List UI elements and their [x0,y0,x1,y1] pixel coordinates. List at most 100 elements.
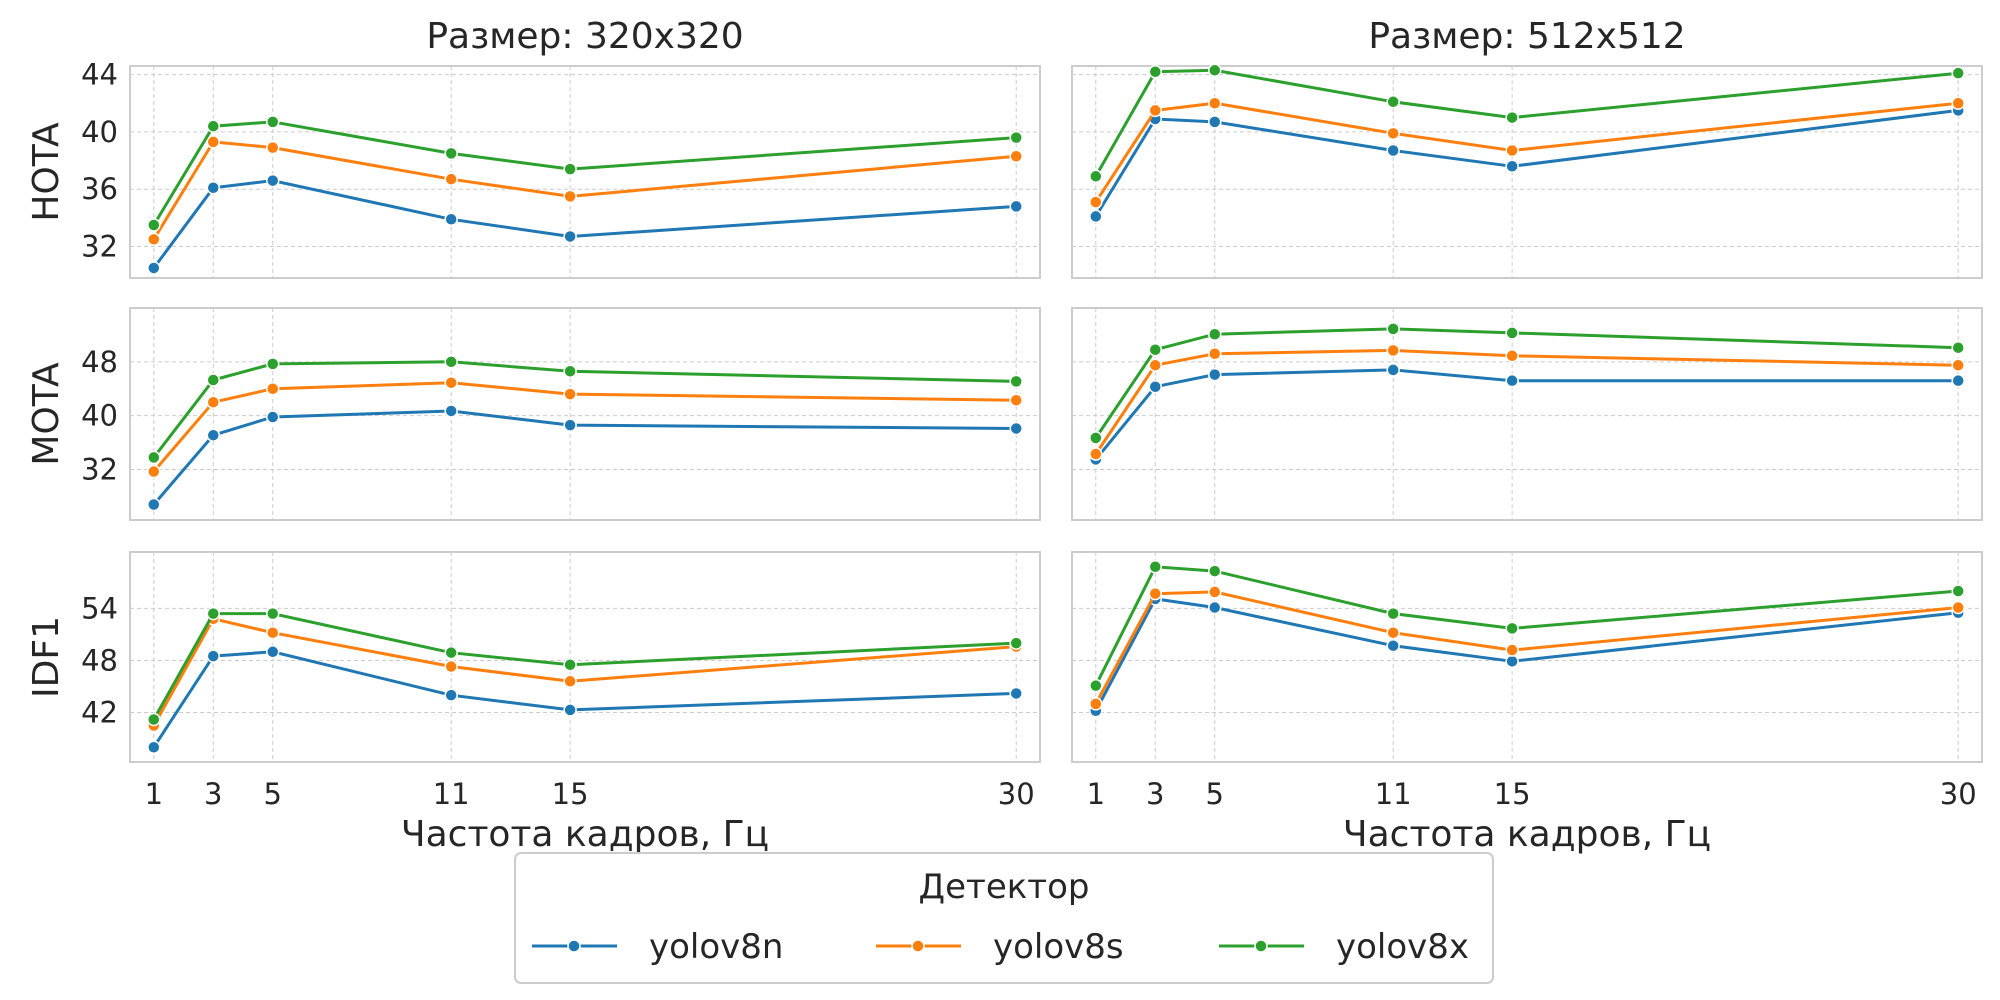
x-tick-label: 3 [204,777,222,811]
y-axis-label: IDF1 [26,616,67,698]
data-point-yolov8x [563,364,577,379]
data-point-yolov8n [444,212,458,227]
data-point-yolov8n [1386,638,1400,653]
data-point-yolov8x [206,373,221,387]
data-point-yolov8s [1951,96,1965,110]
data-point-yolov8s [1148,358,1163,372]
data-point-yolov8s [444,375,458,390]
legend-marker-yolov8x [1254,939,1268,953]
series-line-yolov8x [152,612,1017,721]
series-line-yolov8x [1094,565,1959,687]
data-point-yolov8n [206,649,221,663]
data-point-yolov8s [1951,600,1965,615]
data-point-yolov8x [563,162,577,176]
panel-r0-c1: Размер: 512x512 [1071,16,1983,279]
data-point-yolov8x [1089,678,1103,693]
data-point-yolov8x [1505,621,1519,636]
series-line-yolov8s [1094,101,1959,203]
data-point-yolov8x [1505,326,1519,340]
x-tick-label: 11 [433,777,470,811]
data-point-yolov8x [206,119,221,133]
legend-marker-yolov8n [567,939,581,953]
data-point-yolov8x [1089,431,1103,445]
series-line-yolov8s [152,617,1017,727]
data-point-yolov8s [1386,343,1400,358]
data-point-yolov8n [1386,363,1400,377]
y-tick-label: 42 [81,696,118,730]
data-point-yolov8x [1386,606,1400,621]
legend-box [514,852,1494,984]
panels: 32 36 40 44 HOTA Размер: 320x320 Размер: 512x5… [26,16,1983,855]
data-point-yolov8x [1089,169,1103,184]
data-point-yolov8n [1386,143,1400,158]
data-point-yolov8s [1951,358,1965,372]
legend-label-yolov8n: yolov8n [649,927,783,967]
data-point-yolov8s [1009,393,1023,407]
data-point-yolov8x [1951,584,1965,598]
x-tick-label: 15 [1494,777,1531,811]
panel-r2-c1: 1 3 5 11 15 30 Частота кадров, Гц [1071,551,1983,855]
y-tick-label: 32 [81,453,118,487]
x-tick-label: 1 [145,777,163,811]
data-point-yolov8s [206,395,221,409]
data-point-yolov8n [147,261,161,275]
data-point-yolov8n [1009,199,1023,214]
data-point-yolov8s [1089,697,1103,711]
series-line-yolov8n [152,409,1017,506]
data-point-yolov8n [147,740,161,754]
data-point-yolov8n [1207,600,1222,615]
data-point-yolov8x [1951,66,1965,80]
data-point-yolov8s [147,464,161,479]
data-point-yolov8s [1505,349,1519,363]
data-point-yolov8s [1009,149,1023,163]
data-point-yolov8n [444,688,458,702]
data-point-yolov8s [1207,585,1222,599]
data-point-yolov8n [265,410,280,424]
data-point-yolov8x [1505,110,1519,125]
panel-r2-c0: 42 48 54 IDF1 1 3 5 11 15 30 Частота кадров, Гц [26,551,1041,855]
data-point-yolov8n [444,404,458,418]
legend: Детектор yolov8n yolov8s yolov8x [514,852,1494,984]
data-point-yolov8s [1505,143,1519,158]
panel-frame [1071,551,1983,763]
data-point-yolov8x [206,606,221,621]
data-point-yolov8x [1951,340,1965,355]
y-tick-label: 32 [81,229,118,263]
data-point-yolov8x [444,146,458,161]
series-line-yolov8x [1094,327,1959,439]
data-point-yolov8x [1148,560,1163,574]
data-point-yolov8s [1207,347,1222,361]
data-point-yolov8n [563,703,577,717]
panel-r1-c0: 32 40 48 MOTA [26,307,1041,521]
panel-frame [129,307,1041,521]
data-point-yolov8n [563,418,577,432]
data-point-yolov8s [563,387,577,401]
series-line-yolov8n [152,179,1017,269]
data-point-yolov8n [265,173,280,188]
data-point-yolov8x [444,645,458,660]
data-point-yolov8x [444,355,458,369]
series-line-yolov8n [1094,368,1959,461]
data-point-yolov8n [147,497,161,512]
data-point-yolov8s [265,625,280,640]
panel-frame [1071,307,1983,521]
data-point-yolov8s [563,674,577,689]
data-point-yolov8x [1148,342,1163,357]
panel-frame [1071,65,1983,279]
data-point-yolov8x [265,115,280,129]
data-point-yolov8n [1505,373,1519,388]
y-tick-label: 44 [81,58,118,92]
series-line-yolov8n [152,650,1017,749]
x-tick-label: 11 [1375,777,1412,811]
data-point-yolov8s [1386,625,1400,640]
panel-r0-c0: 32 36 40 44 HOTA Размер: 320x320 [26,16,1041,279]
panel-frame [129,551,1041,763]
y-axis-label: HOTA [26,122,67,222]
panel-title: Размер: 512x512 [1368,16,1685,57]
data-point-yolov8x [1207,564,1222,578]
x-tick-label: 30 [1940,777,1977,811]
y-tick-label: 48 [81,643,118,677]
data-point-yolov8s [1089,195,1103,209]
data-point-yolov8s [1148,103,1163,118]
